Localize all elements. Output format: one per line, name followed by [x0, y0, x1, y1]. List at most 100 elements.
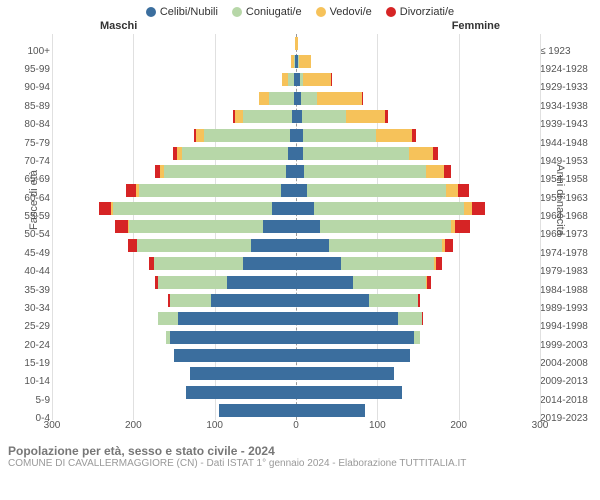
- segment-c: [190, 367, 296, 380]
- segment-co: [158, 312, 178, 325]
- bar-right: [296, 404, 365, 417]
- birth-year-label: 1989-1993: [540, 299, 594, 317]
- age-label: 10-14: [14, 373, 50, 391]
- segment-d: [427, 276, 431, 289]
- segment-c: [296, 220, 320, 233]
- age-label: 90-94: [14, 79, 50, 97]
- bar-right: [296, 220, 470, 233]
- segment-co: [414, 331, 421, 344]
- birth-year-label: 1939-1943: [540, 116, 594, 134]
- legend-swatch: [316, 7, 326, 17]
- age-row: [52, 126, 540, 144]
- segment-d: [433, 147, 438, 160]
- bar-left: [149, 257, 296, 270]
- age-row: [52, 383, 540, 401]
- segment-co: [243, 110, 292, 123]
- segment-d: [458, 184, 469, 197]
- segment-co: [302, 110, 347, 123]
- age-row: [52, 163, 540, 181]
- x-tick-label: 300: [532, 420, 549, 431]
- bar-right: [296, 386, 402, 399]
- age-row: [52, 181, 540, 199]
- bar-right: [296, 202, 485, 215]
- legend-label: Coniugati/e: [246, 6, 302, 18]
- age-label: 65-69: [14, 171, 50, 189]
- segment-co: [398, 312, 422, 325]
- age-row: [52, 71, 540, 89]
- age-row: [52, 273, 540, 291]
- segment-co: [341, 257, 435, 270]
- bar-left: [233, 110, 296, 123]
- age-label: 85-89: [14, 97, 50, 115]
- segment-co: [353, 276, 426, 289]
- segment-c: [288, 147, 296, 160]
- male-header: Maschi: [100, 20, 137, 32]
- segment-co: [139, 184, 281, 197]
- bar-right: [296, 92, 363, 105]
- legend-swatch: [146, 7, 156, 17]
- age-row: [52, 291, 540, 309]
- x-tick-label: 0: [293, 420, 299, 431]
- footer-sub: COMUNE DI CAVALLERMAGGIORE (CN) - Dati I…: [8, 458, 592, 469]
- segment-d: [436, 257, 442, 270]
- birth-year-label: 1934-1938: [540, 97, 594, 115]
- population-pyramid-chart: Celibi/NubiliConiugati/eVedovi/eDivorzia…: [0, 0, 600, 500]
- age-row: [52, 34, 540, 52]
- segment-c: [227, 276, 296, 289]
- age-label: 25-29: [14, 318, 50, 336]
- footer: Popolazione per età, sesso e stato civil…: [0, 438, 600, 469]
- age-label: 35-39: [14, 281, 50, 299]
- segment-c: [286, 165, 296, 178]
- segment-c: [296, 367, 394, 380]
- segment-c: [296, 184, 307, 197]
- birth-year-label: 1969-1973: [540, 226, 594, 244]
- segment-v: [446, 184, 458, 197]
- legend-label: Celibi/Nubili: [160, 6, 218, 18]
- birth-year-label: 1949-1953: [540, 152, 594, 170]
- birth-year-label: 1924-1928: [540, 60, 594, 78]
- age-label: 40-44: [14, 263, 50, 281]
- segment-v: [235, 110, 243, 123]
- bar-right: [296, 276, 431, 289]
- segment-co: [314, 202, 464, 215]
- age-label: 70-74: [14, 152, 50, 170]
- segment-d: [128, 239, 136, 252]
- age-label: 15-19: [14, 354, 50, 372]
- segment-co: [369, 294, 418, 307]
- birth-year-label: 1999-2003: [540, 336, 594, 354]
- bar-left: [166, 331, 296, 344]
- age-row: [52, 365, 540, 383]
- footer-title: Popolazione per età, sesso e stato civil…: [8, 444, 592, 458]
- birth-year-label: 1979-1983: [540, 263, 594, 281]
- birth-year-label: 2014-2018: [540, 391, 594, 409]
- segment-c: [296, 165, 304, 178]
- age-row: [52, 255, 540, 273]
- legend-swatch: [232, 7, 242, 17]
- segment-v: [409, 147, 433, 160]
- age-label: 95-99: [14, 60, 50, 78]
- bar-right: [296, 37, 298, 50]
- legend-swatch: [386, 7, 396, 17]
- bar-left: [190, 367, 296, 380]
- birth-year-label: 1974-1978: [540, 244, 594, 262]
- age-row: [52, 346, 540, 364]
- bar-left: [99, 202, 296, 215]
- legend-item: Coniugati/e: [232, 6, 302, 18]
- age-row: [52, 310, 540, 328]
- bar-left: [259, 92, 296, 105]
- segment-d: [418, 294, 420, 307]
- segment-d: [422, 312, 423, 325]
- segment-co: [269, 92, 293, 105]
- age-row: [52, 218, 540, 236]
- segment-co: [303, 147, 409, 160]
- segment-c: [174, 349, 296, 362]
- age-label: 75-79: [14, 134, 50, 152]
- age-row: [52, 236, 540, 254]
- bar-right: [296, 349, 410, 362]
- segment-d: [444, 165, 451, 178]
- segment-c: [296, 331, 414, 344]
- bar-left: [155, 276, 297, 289]
- birth-year-label: 1964-1968: [540, 207, 594, 225]
- age-label: 50-54: [14, 226, 50, 244]
- bar-right: [296, 73, 332, 86]
